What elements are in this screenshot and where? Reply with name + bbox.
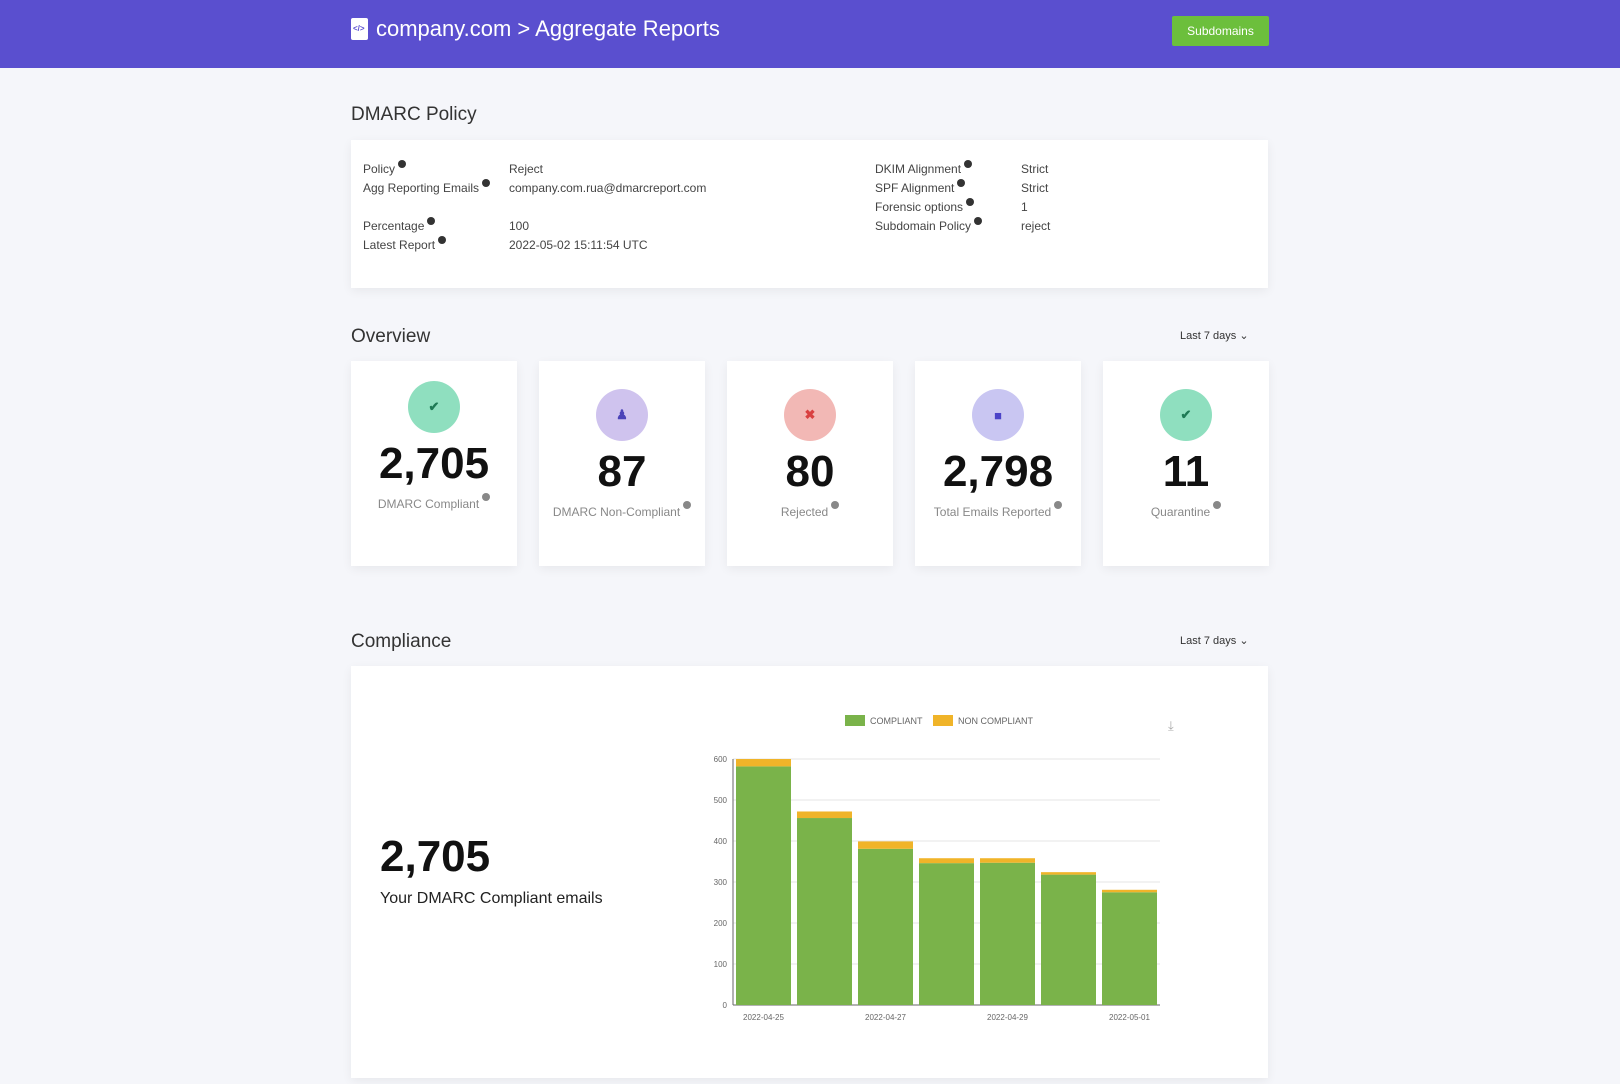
policy-value: 2022-05-02 15:11:54 UTC <box>509 238 648 252</box>
stat-card: ✔ 11 Quarantine <box>1103 361 1269 566</box>
stat-card: ✔ 2,705 DMARC Compliant <box>351 361 517 566</box>
info-icon[interactable] <box>398 160 407 168</box>
bar-compliant <box>1041 874 1096 1005</box>
stat-value: 2,705 <box>378 439 490 488</box>
bar-compliant <box>919 863 974 1005</box>
policy-label: DKIM Alignment <box>875 160 973 176</box>
stat-value: 80 <box>785 447 835 496</box>
bar-compliant <box>1102 892 1157 1005</box>
policy-label: SPF Alignment <box>875 179 966 195</box>
policy-value: Strict <box>1021 181 1049 195</box>
policy-label: Percentage <box>363 217 436 233</box>
info-icon[interactable] <box>683 501 692 509</box>
bar-compliant <box>858 848 913 1005</box>
bar-non-compliant <box>858 841 913 849</box>
compliance-chart: 0 100 200 300 400 500 600 2022-04-25 2022-04-27 2… <box>714 715 1174 1022</box>
top-bar: company.com > Aggregate Reports Subdomai… <box>0 0 1620 68</box>
breadcrumb: company.com > Aggregate Reports <box>351 16 720 42</box>
compliant-total: 2,705 <box>380 832 491 881</box>
policy-label: Forensic options <box>875 198 975 214</box>
info-icon[interactable] <box>1054 501 1063 509</box>
stat-label: Rejected <box>740 501 880 522</box>
bar-non-compliant <box>919 858 974 864</box>
policy-label: Agg Reporting Emails <box>363 179 491 195</box>
bar-non-compliant <box>1102 889 1157 893</box>
policy-value: Strict <box>1021 162 1049 176</box>
stat-label: Total Emails Reported <box>928 501 1068 522</box>
policy-label: Policy <box>363 160 407 176</box>
x-icon: ✖ <box>784 389 836 441</box>
user-icon: ♟ <box>596 389 648 441</box>
legend-swatch <box>845 715 865 726</box>
y-tick-label: 300 <box>714 878 728 887</box>
info-icon[interactable] <box>974 217 983 225</box>
x-tick-label: 2022-04-25 <box>743 1013 784 1022</box>
y-tick-label: 500 <box>714 796 728 805</box>
y-tick-label: 600 <box>714 755 728 764</box>
x-tick-label: 2022-05-01 <box>1109 1013 1150 1022</box>
policy-label: Latest Report <box>363 236 447 252</box>
bar-compliant <box>736 766 791 1005</box>
info-icon[interactable] <box>831 501 840 509</box>
check-icon: ✔ <box>408 381 460 433</box>
y-tick-label: 200 <box>714 919 728 928</box>
bar-non-compliant <box>736 759 791 767</box>
bar-non-compliant <box>1041 872 1096 875</box>
compliance-title: Compliance <box>351 631 452 652</box>
bar-non-compliant <box>797 811 852 819</box>
info-icon[interactable] <box>957 179 966 187</box>
policy-card: Policy Reject Agg Reporting Emails company.… <box>351 140 1268 288</box>
x-tick-label: 2022-04-27 <box>865 1013 906 1022</box>
compliant-total-label: Your DMARC Compliant emails <box>380 890 603 907</box>
bar-non-compliant <box>980 858 1035 863</box>
info-icon[interactable] <box>1213 501 1222 509</box>
stat-value: 87 <box>597 447 647 496</box>
legend-label: NON COMPLIANT <box>958 716 1034 726</box>
stat-card: ■ 2,798 Total Emails Reported <box>915 361 1081 566</box>
stat-card: ✖ 80 Rejected <box>727 361 893 566</box>
y-tick-label: 100 <box>714 960 728 969</box>
overview-range-dropdown[interactable]: Last 7 days ⌄ <box>1180 330 1249 342</box>
bar-compliant <box>797 818 852 1005</box>
x-tick-label: 2022-04-29 <box>987 1013 1028 1022</box>
y-tick-label: 0 <box>723 1001 728 1010</box>
stat-value: 2,798 <box>942 447 1054 496</box>
bar-compliant <box>980 862 1035 1005</box>
info-icon[interactable] <box>964 160 973 168</box>
document-icon <box>351 18 368 40</box>
download-icon[interactable]: ⤓ <box>1168 718 1174 733</box>
check-icon: ✔ <box>1160 389 1212 441</box>
stat-label: Quarantine <box>1116 501 1256 522</box>
stat-label: DMARC Non-Compliant <box>552 501 692 522</box>
overview-title: Overview <box>351 326 431 347</box>
legend-label: COMPLIANT <box>870 716 923 726</box>
info-icon[interactable] <box>438 236 447 244</box>
policy-label: Subdomain Policy <box>875 217 983 233</box>
legend-swatch <box>933 715 953 726</box>
policy-title: DMARC Policy <box>351 104 477 125</box>
stat-value: 11 <box>1162 447 1210 496</box>
subdomains-button[interactable]: Subdomains <box>1172 16 1269 46</box>
policy-value: reject <box>1021 219 1051 233</box>
compliance-range-dropdown[interactable]: Last 7 days ⌄ <box>1180 635 1249 647</box>
info-icon[interactable] <box>427 217 436 225</box>
info-icon[interactable] <box>482 179 491 187</box>
policy-value: Reject <box>509 162 544 176</box>
policy-value: 100 <box>509 219 530 233</box>
info-icon[interactable] <box>966 198 975 206</box>
page-title: company.com > Aggregate Reports <box>376 16 720 41</box>
info-icon[interactable] <box>482 493 491 501</box>
policy-value: company.com.rua@dmarcreport.com <box>509 181 707 195</box>
policy-value: 1 <box>1021 200 1028 214</box>
stat-card: ♟ 87 DMARC Non-Compliant <box>539 361 705 566</box>
stat-label: DMARC Compliant <box>364 493 504 514</box>
list-icon: ■ <box>972 389 1024 441</box>
y-tick-label: 400 <box>714 837 728 846</box>
